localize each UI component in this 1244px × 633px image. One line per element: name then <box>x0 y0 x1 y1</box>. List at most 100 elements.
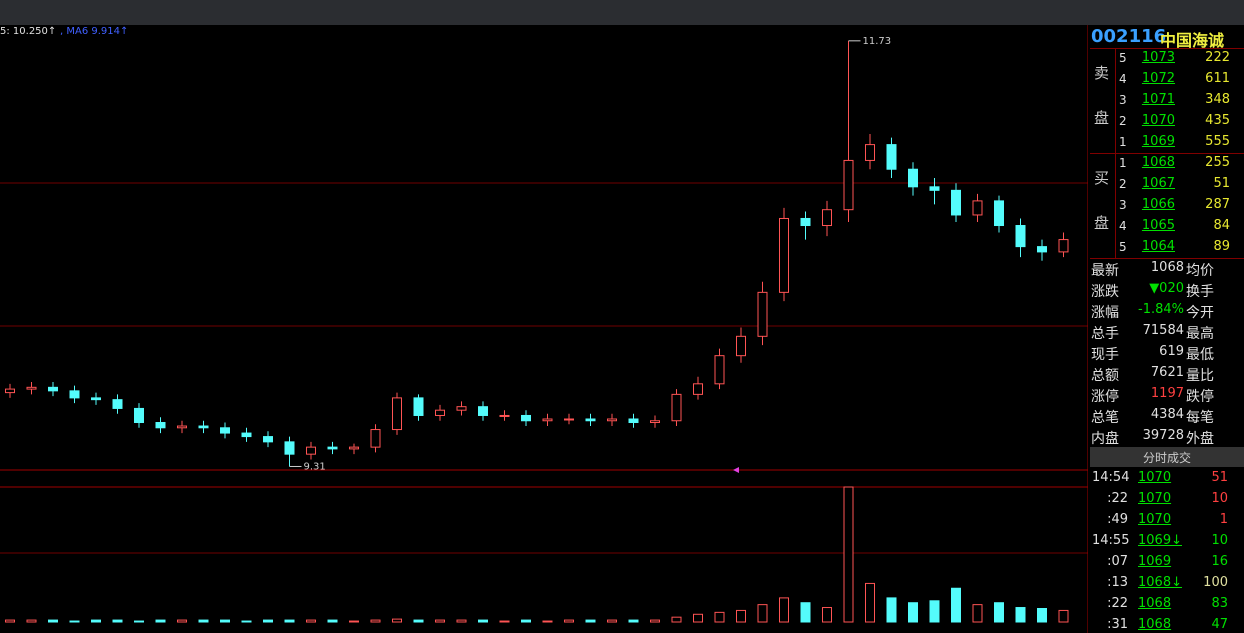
volume-bar <box>241 620 252 623</box>
trade-price: 1068 <box>1138 596 1172 611</box>
trade-price: 1070 <box>1138 491 1172 506</box>
volume-bar <box>435 619 445 623</box>
candle-body <box>349 446 359 450</box>
volume-bar <box>757 604 768 623</box>
volume: 222 <box>1205 50 1230 65</box>
volume: 84 <box>1213 218 1230 233</box>
side-label: 卖 <box>1094 64 1110 82</box>
side-label: 盘 <box>1094 214 1110 232</box>
volume-bar <box>800 602 811 623</box>
candle-body <box>220 427 230 434</box>
top-bar <box>0 0 1244 25</box>
volume-bar <box>48 619 58 623</box>
trade-price: 1069 <box>1138 554 1172 569</box>
stat-label: 跌停 <box>1186 389 1214 405</box>
stat-label: 今开 <box>1186 305 1214 321</box>
candle-body <box>521 414 531 422</box>
volume-bar <box>628 619 639 623</box>
volume-bar <box>693 613 703 623</box>
volume-bar <box>456 619 467 623</box>
candle-body <box>757 291 768 337</box>
price: 1073 <box>1141 50 1175 65</box>
candle-body <box>951 189 961 216</box>
candle-body <box>1058 239 1069 253</box>
price: 1072 <box>1141 71 1175 86</box>
divider <box>1115 48 1116 258</box>
candle-body <box>886 144 897 170</box>
trade-volume: 83 <box>1211 596 1228 611</box>
candle-body <box>736 335 746 357</box>
volume-bar <box>134 620 144 623</box>
stat-label: 均价 <box>1186 263 1214 279</box>
candle-body <box>585 418 596 422</box>
volume-bar <box>1058 609 1069 623</box>
trade-volume: 10 <box>1211 491 1228 506</box>
volume-bar <box>220 619 230 623</box>
trade-time: :31 <box>1107 617 1128 632</box>
stat-label: 内盘 <box>1091 431 1119 447</box>
trades-title: 分时成交 <box>1142 451 1191 465</box>
volume-bar <box>607 619 617 623</box>
level: 4 <box>1119 219 1127 233</box>
candle-body <box>48 386 58 392</box>
candle-body <box>542 418 553 422</box>
stat-label: 涨跌 <box>1091 284 1119 300</box>
level: 3 <box>1119 93 1127 107</box>
stat-label: 涨停 <box>1091 389 1119 405</box>
candle-body <box>392 397 402 431</box>
divider <box>1090 153 1244 154</box>
stock-name: 中国海诚 <box>1160 31 1225 50</box>
stat-label: 量比 <box>1186 368 1214 384</box>
volume-bar <box>69 620 80 623</box>
candle-body <box>177 425 187 429</box>
volume-bar <box>499 620 510 623</box>
volume-bar <box>1015 607 1026 623</box>
level: 1 <box>1119 156 1127 170</box>
stat-label: 总额 <box>1091 368 1119 384</box>
candle-body <box>929 186 940 191</box>
stat-value: 619 <box>1159 344 1184 359</box>
low-label: 9.31 <box>304 461 326 472</box>
stat-label: 涨幅 <box>1091 305 1119 321</box>
price: 1066 <box>1141 197 1175 212</box>
candle-body <box>198 425 209 429</box>
candle-body <box>1015 225 1026 248</box>
candle-body <box>972 200 983 216</box>
price: 1068 <box>1141 155 1175 170</box>
price: 1069 <box>1141 134 1175 149</box>
high-label: 11.73 <box>863 36 892 47</box>
candle-body <box>327 446 338 450</box>
candle-body <box>284 441 295 455</box>
volume-bar <box>306 619 316 623</box>
stat-value: 39728 <box>1142 428 1184 443</box>
candle-body <box>263 436 273 443</box>
candle-body <box>370 429 381 448</box>
price: 1064 <box>1141 239 1175 254</box>
trade-volume: 100 <box>1203 575 1228 590</box>
trade-time: :13 <box>1107 575 1128 590</box>
candle-body <box>779 217 789 293</box>
candle-body <box>456 406 467 411</box>
level: 4 <box>1119 72 1127 86</box>
volume: 611 <box>1205 71 1230 86</box>
level: 5 <box>1119 240 1127 254</box>
trade-time: :49 <box>1107 512 1128 527</box>
volume: 255 <box>1205 155 1230 170</box>
candle-body <box>26 386 37 390</box>
volume-bar <box>112 619 123 623</box>
volume: 348 <box>1205 92 1230 107</box>
stat-value: 7621 <box>1150 365 1184 380</box>
stat-value: -1.84% <box>1138 302 1184 317</box>
trades-header <box>1090 447 1244 467</box>
side-label: 买 <box>1094 169 1110 187</box>
stat-label: 最新 <box>1091 263 1119 279</box>
ma6-label: , MA6 9.914↑ <box>60 26 128 37</box>
level: 1 <box>1119 135 1127 149</box>
volume-bar <box>413 619 424 623</box>
candle-body <box>865 144 875 161</box>
volume-bar <box>779 597 789 623</box>
volume-bar <box>671 616 682 623</box>
volume-bar <box>370 619 381 623</box>
divider <box>1090 258 1244 259</box>
candle-body <box>564 418 574 421</box>
